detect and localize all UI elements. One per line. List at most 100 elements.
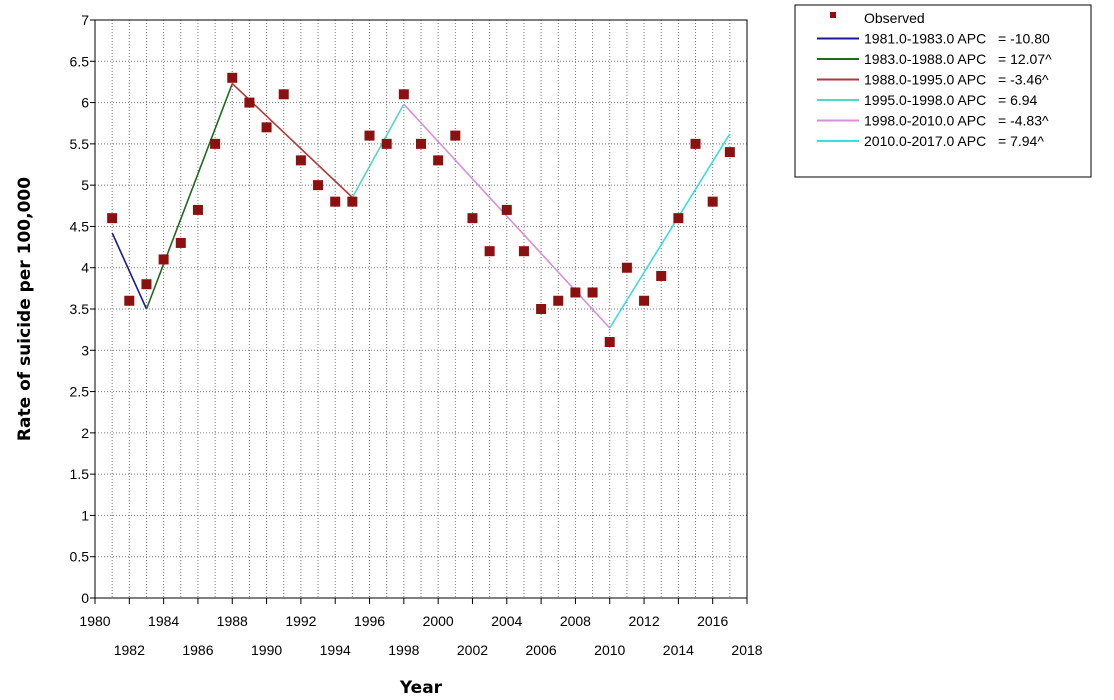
joinpoint-lines-layer bbox=[111, 83, 731, 329]
x-axis-title: Year bbox=[399, 678, 443, 698]
legend-label-observed: Observed bbox=[864, 10, 925, 26]
legend-apc-6: = 7.94^ bbox=[998, 133, 1044, 149]
grid-layer bbox=[95, 20, 747, 598]
observed-point bbox=[518, 246, 529, 257]
observed-point bbox=[707, 196, 718, 207]
x-tick-label: 1998 bbox=[388, 642, 419, 658]
x-tick-label: 1984 bbox=[148, 613, 179, 629]
y-tick-label: 5 bbox=[81, 177, 89, 193]
observed-point bbox=[639, 295, 650, 306]
observed-point bbox=[570, 287, 581, 298]
observed-point bbox=[673, 213, 684, 224]
x-tick-label: 1982 bbox=[114, 642, 145, 658]
observed-point bbox=[381, 138, 392, 149]
y-tick-label: 0 bbox=[81, 590, 89, 606]
y-tick-label: 1 bbox=[81, 507, 89, 523]
observed-point bbox=[656, 270, 667, 281]
observed-point bbox=[724, 147, 735, 158]
observed-point bbox=[295, 155, 306, 166]
x-tick-label: 2018 bbox=[731, 642, 762, 658]
observed-point bbox=[364, 130, 375, 141]
x-tick-label: 2006 bbox=[526, 642, 557, 658]
observed-point bbox=[347, 196, 358, 207]
observed-point bbox=[536, 304, 547, 314]
observed-point bbox=[553, 295, 564, 306]
x-tick-label: 1992 bbox=[285, 613, 316, 629]
y-tick-label: 4 bbox=[81, 260, 89, 276]
x-tick-label: 2002 bbox=[457, 642, 488, 658]
y-tick-label: 6 bbox=[81, 95, 89, 111]
legend-box bbox=[794, 4, 1092, 178]
x-tick-label: 1980 bbox=[79, 613, 110, 629]
x-tick-label: 2000 bbox=[423, 613, 454, 629]
observed-point bbox=[210, 138, 221, 149]
y-tick-label: 4.5 bbox=[70, 218, 90, 234]
legend-label-2: 1983.0-1988.0 APC bbox=[864, 51, 986, 67]
observed-point bbox=[621, 262, 632, 273]
observed-point bbox=[244, 97, 255, 108]
legend: Observed 1981.0-1983.0 APC = -10.80 1983.0-… bbox=[794, 4, 1092, 178]
observed-point bbox=[467, 213, 478, 224]
observed-point bbox=[484, 246, 495, 257]
legend-apc-4: = 6.94 bbox=[998, 92, 1038, 108]
legend-label-6: 2010.0-2017.0 APC bbox=[864, 133, 986, 149]
y-tick-label: 2 bbox=[81, 425, 89, 441]
y-tick-label: 1.5 bbox=[70, 466, 90, 482]
observed-point bbox=[192, 204, 203, 215]
y-tick-label: 2.5 bbox=[70, 384, 90, 400]
segment-line-6 bbox=[609, 133, 731, 329]
x-tick-label: 2010 bbox=[594, 642, 625, 658]
legend-apc-5: = -4.83^ bbox=[998, 113, 1049, 129]
y-tick-label: 5.5 bbox=[70, 136, 90, 152]
legend-marker-observed bbox=[830, 12, 836, 18]
observed-point bbox=[141, 279, 152, 290]
observed-point bbox=[450, 130, 461, 141]
y-tick-label: 3.5 bbox=[70, 301, 90, 317]
observed-points-layer bbox=[107, 72, 735, 348]
observed-point bbox=[398, 89, 409, 100]
x-tick-label: 1996 bbox=[354, 613, 385, 629]
observed-point bbox=[690, 138, 701, 149]
legend-apc-1: = -10.80 bbox=[998, 31, 1050, 47]
observed-point bbox=[278, 89, 289, 100]
observed-point bbox=[330, 196, 341, 207]
y-axis-title: Rate of suicide per 100,000 bbox=[15, 177, 35, 441]
observed-point bbox=[604, 337, 615, 348]
x-tick-label: 1988 bbox=[217, 613, 248, 629]
axes-layer bbox=[90, 19, 748, 604]
observed-point bbox=[261, 122, 272, 133]
legend-apc-3: = -3.46^ bbox=[998, 72, 1049, 88]
segment-line-1 bbox=[111, 232, 148, 310]
observed-point bbox=[587, 287, 598, 298]
x-tick-label: 2004 bbox=[491, 613, 522, 629]
legend-label-1: 1981.0-1983.0 APC bbox=[864, 31, 986, 47]
legend-label-3: 1988.0-1995.0 APC bbox=[864, 72, 986, 88]
observed-point bbox=[416, 138, 426, 149]
observed-point bbox=[175, 237, 186, 248]
y-tick-label: 7 bbox=[81, 12, 89, 28]
x-tick-label: 2014 bbox=[663, 642, 694, 658]
x-tick-label: 2016 bbox=[697, 613, 728, 629]
observed-point bbox=[107, 213, 118, 224]
y-tick-label: 3 bbox=[81, 342, 89, 358]
x-tick-label: 1986 bbox=[182, 642, 213, 658]
observed-point bbox=[313, 180, 324, 191]
x-tick-label: 2012 bbox=[628, 613, 659, 629]
x-tick-label: 1994 bbox=[320, 642, 351, 658]
legend-label-5: 1998.0-2010.0 APC bbox=[864, 113, 986, 129]
segment-line-4 bbox=[351, 103, 405, 198]
y-tick-label: 0.5 bbox=[70, 549, 90, 565]
observed-point bbox=[227, 72, 238, 83]
observed-point bbox=[124, 295, 135, 306]
observed-point bbox=[501, 204, 512, 215]
segment-line-2 bbox=[145, 83, 234, 310]
observed-point bbox=[158, 254, 169, 265]
x-tick-label: 2008 bbox=[560, 613, 591, 629]
legend-apc-2: = 12.07^ bbox=[998, 51, 1052, 67]
x-tick-label: 1990 bbox=[251, 642, 282, 658]
y-tick-label: 6.5 bbox=[70, 53, 90, 69]
legend-label-4: 1995.0-1998.0 APC bbox=[864, 92, 986, 108]
observed-point bbox=[433, 155, 444, 166]
